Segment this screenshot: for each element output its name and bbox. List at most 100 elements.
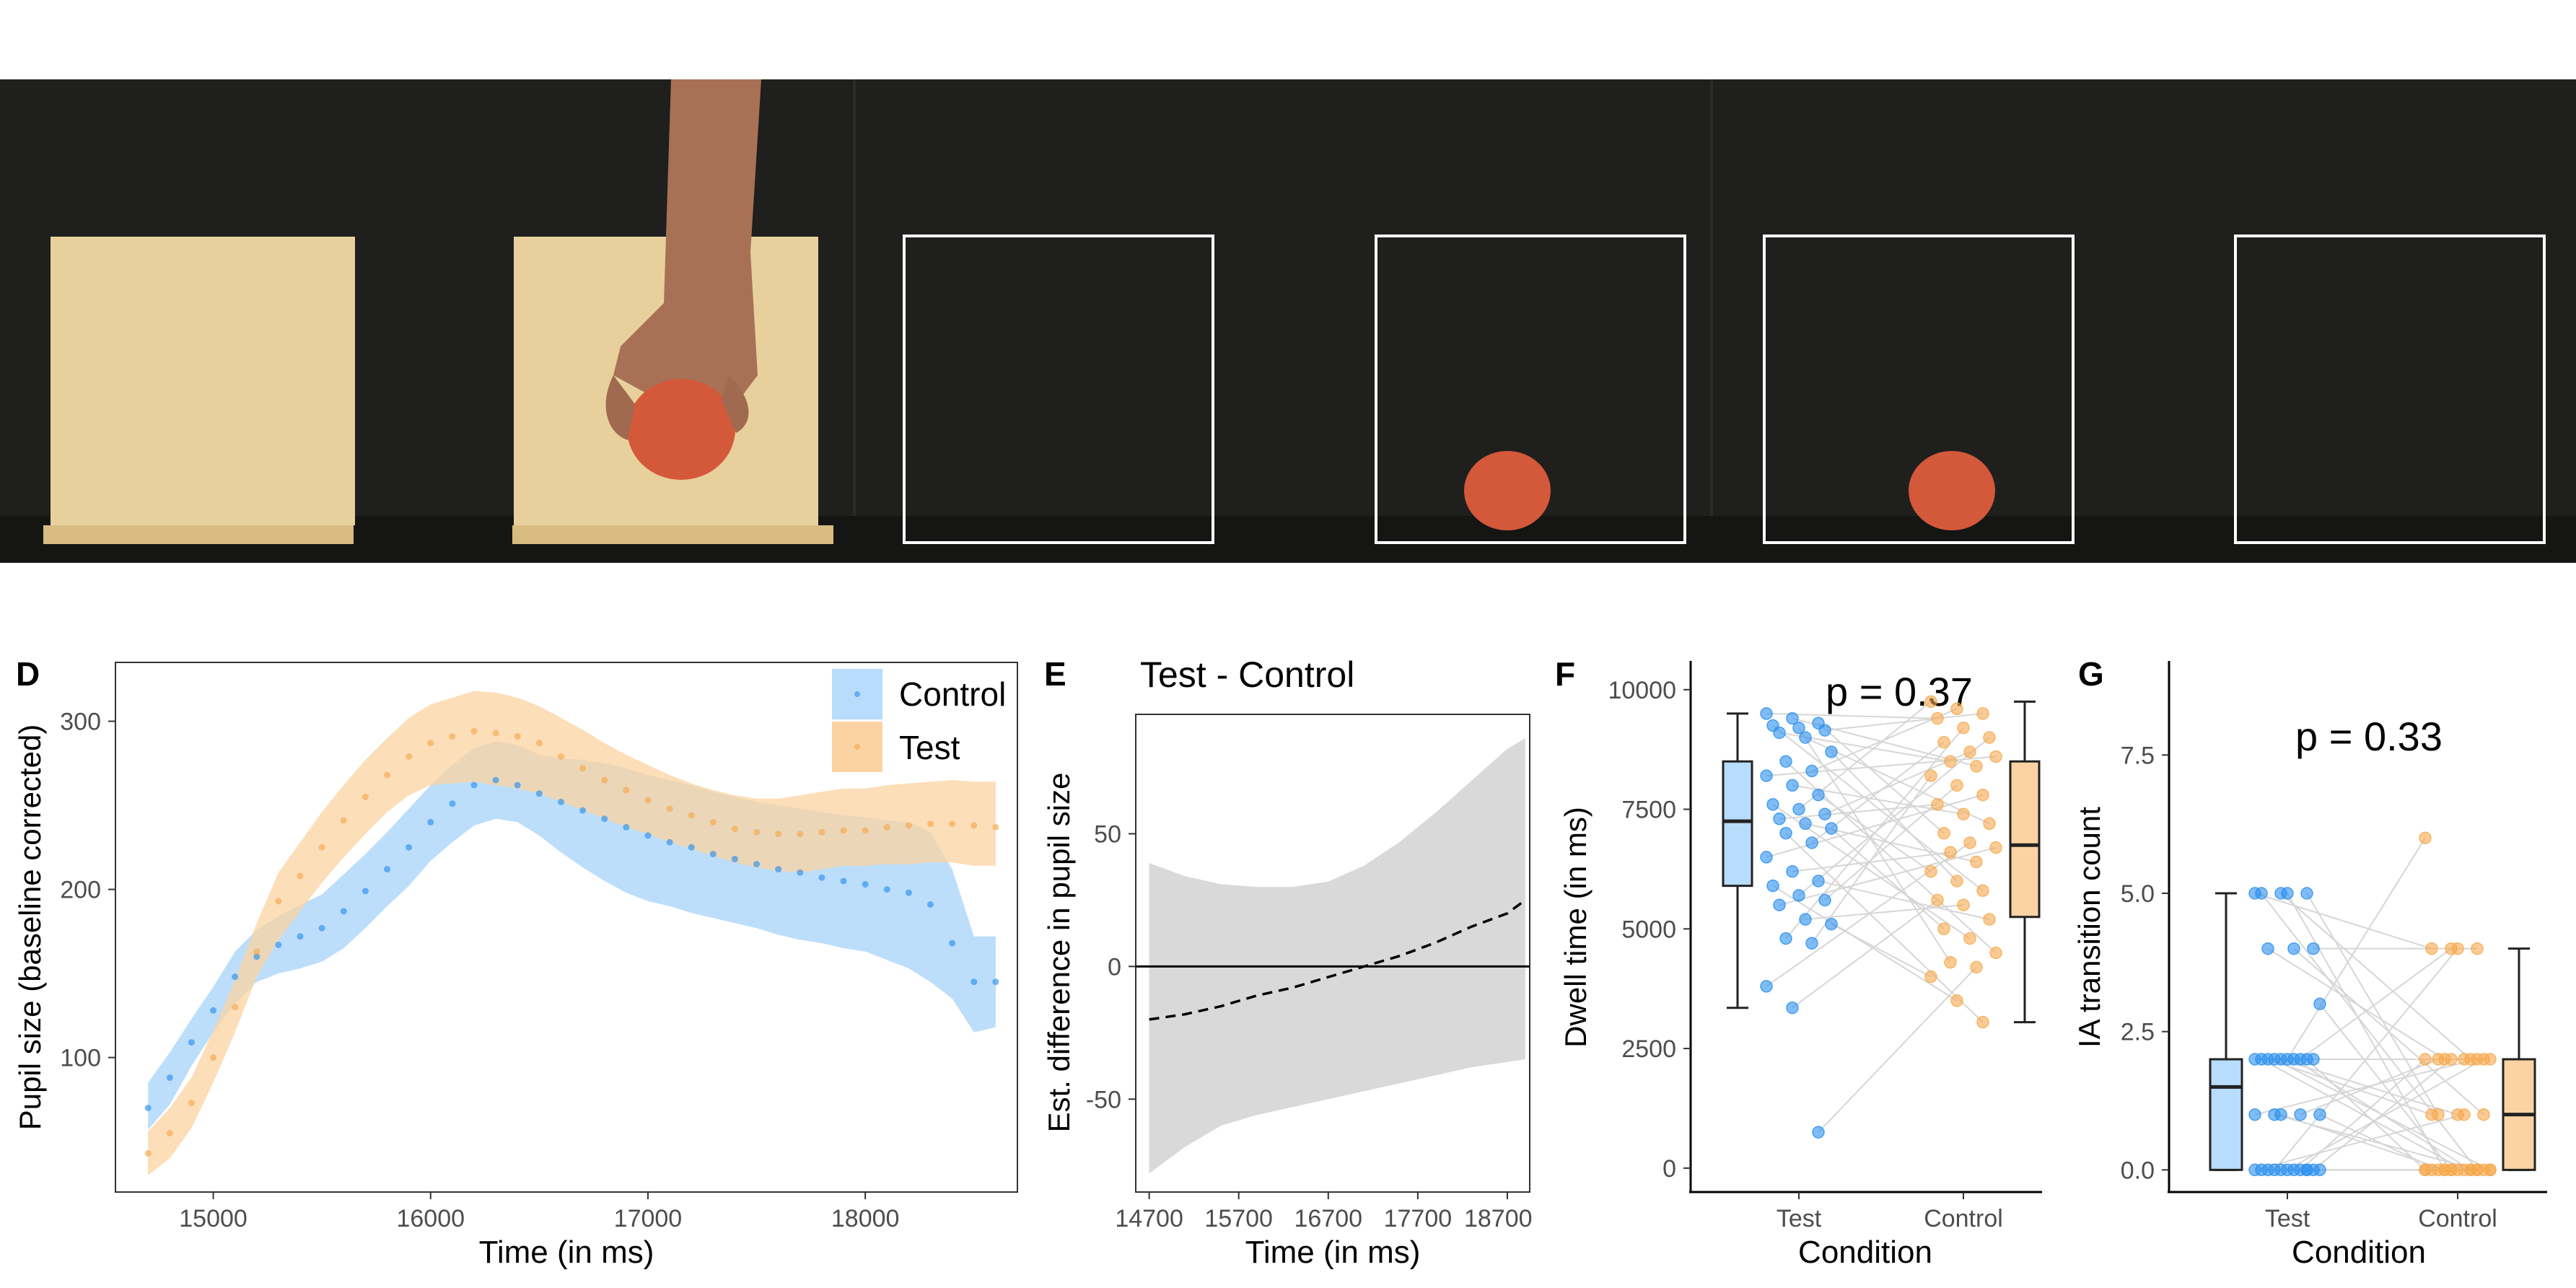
- data-point-test: [775, 831, 782, 838]
- data-point-control: [1931, 893, 1944, 907]
- data-point-control: [470, 781, 478, 789]
- data-point-control: [1950, 702, 1963, 716]
- paired-connector: [2300, 947, 2452, 1060]
- data-point-test: [1812, 788, 1825, 802]
- data-point-test: [188, 1100, 195, 1106]
- data-point-control: [1989, 946, 2002, 960]
- data-point-test: [797, 831, 804, 838]
- data-point-test: [1766, 879, 1779, 893]
- paired-connector: [1766, 755, 1997, 777]
- y-tick-label: 0.0: [2121, 1157, 2155, 1184]
- data-point-control: [1931, 711, 1944, 725]
- data-point-control: [1963, 932, 1976, 945]
- y-tick-label: 10000: [1608, 677, 1676, 704]
- data-point-control: [1976, 884, 1989, 898]
- paired-connector: [1818, 966, 1977, 1133]
- data-point-test: [275, 898, 282, 905]
- x-tick-label: 15000: [179, 1205, 247, 1232]
- data-point-test: [1812, 875, 1825, 888]
- y-tick-label: 50: [1094, 821, 1121, 849]
- data-point-control: [166, 1074, 173, 1081]
- paired-connector: [2254, 1113, 2465, 1171]
- y-axis-label-g: IA transition count: [2072, 807, 2106, 1048]
- paired-connector: [1811, 775, 1932, 944]
- data-point-test: [406, 753, 413, 760]
- data-point-test: [688, 812, 695, 819]
- paired-connector: [1766, 794, 1984, 858]
- paired-connector: [1798, 727, 1951, 963]
- data-point-test: [2294, 1108, 2307, 1121]
- data-point-test: [1818, 807, 1831, 820]
- data-point-test: [2313, 1108, 2326, 1121]
- paired-connector: [2287, 837, 2426, 1060]
- data-point-control: [688, 844, 695, 851]
- data-point-control: [1983, 731, 1996, 744]
- data-point-control: [2477, 1108, 2490, 1121]
- data-point-control: [514, 781, 521, 789]
- data-point-test: [623, 787, 630, 794]
- y-axis-label-f: Dwell time (in ms): [1559, 807, 1593, 1048]
- data-point-test: [492, 730, 499, 737]
- data-point-control: [644, 832, 652, 839]
- data-point-test: [1786, 779, 1799, 792]
- photo-background: [0, 79, 2576, 563]
- paired-connector: [2280, 1113, 2445, 1171]
- data-point-test: [1779, 826, 1792, 840]
- y-axis-label-d: Pupil size (baseline corrected): [13, 724, 47, 1131]
- data-point-control: [992, 978, 999, 986]
- data-point-control: [1957, 807, 1970, 820]
- data-point-control: [210, 1007, 216, 1014]
- paired-connector: [2313, 1059, 2452, 1171]
- data-point-test: [297, 872, 304, 880]
- x-axis-label-f: Condition: [1798, 1235, 1932, 1270]
- data-point-test: [1799, 731, 1812, 744]
- data-point-test: [1779, 932, 1792, 945]
- data-point-test: [1818, 724, 1831, 737]
- data-point-test: [731, 825, 738, 833]
- y-tick-label: 5.0: [2121, 880, 2155, 908]
- data-point-control: [797, 869, 804, 876]
- data-point-test: [2300, 1163, 2313, 1177]
- x-tick-label: 14700: [1115, 1205, 1183, 1232]
- data-point-control: [579, 807, 587, 814]
- confidence-band: [1149, 738, 1525, 1174]
- legend: Control Test: [832, 669, 1006, 772]
- data-point-test: [949, 820, 956, 828]
- data-point-test: [2287, 942, 2300, 955]
- data-point-control: [775, 866, 782, 873]
- data-point-test: [2300, 887, 2313, 900]
- apple: [1464, 451, 1551, 530]
- stimulus-photo-strip: [0, 79, 2576, 563]
- paired-connector: [2280, 893, 2471, 1060]
- data-point-control: [862, 881, 869, 888]
- data-point-control: [1950, 994, 1963, 1007]
- data-point-test: [166, 1129, 173, 1136]
- data-point-test: [753, 828, 761, 836]
- y-axis-label-e: Est. difference in pupil size: [1042, 773, 1076, 1133]
- data-point-test: [2313, 997, 2326, 1011]
- paired-connector: [1792, 851, 1951, 872]
- data-point-test: [144, 1149, 152, 1157]
- data-point-test: [927, 820, 934, 828]
- occluder-frame: [903, 235, 1214, 544]
- data-point-control: [2471, 1053, 2484, 1066]
- data-point-control: [1963, 836, 1976, 849]
- x-axis-label-g: Condition: [2292, 1235, 2426, 1270]
- paired-connector: [1772, 724, 1984, 892]
- data-point-control: [2419, 1053, 2432, 1066]
- data-point-control: [753, 861, 761, 868]
- box-control: [2009, 760, 2041, 919]
- x-axis-label-d: Time (in ms): [479, 1235, 654, 1270]
- data-point-test: [666, 805, 673, 812]
- data-point-test: [1766, 798, 1779, 811]
- data-point-test: [253, 948, 260, 955]
- x-tick-label: 17700: [1384, 1205, 1453, 1232]
- data-point-test: [232, 1004, 239, 1011]
- x-tick-label: 18700: [1464, 1205, 1533, 1232]
- panel-letter-f: F: [1555, 655, 1575, 693]
- data-point-control: [1944, 755, 1957, 768]
- data-point-control: [601, 815, 608, 823]
- data-point-control: [2458, 1108, 2471, 1121]
- data-point-control: [1989, 750, 2002, 763]
